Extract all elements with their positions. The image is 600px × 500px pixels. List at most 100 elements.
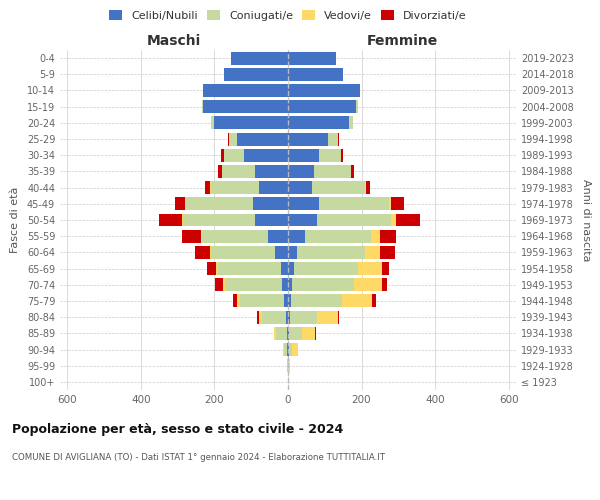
Bar (288, 84, 360, 97)
Bar (288, 149, 319, 162)
Bar (288, 198, 319, 210)
Bar (276, 327, 287, 340)
Bar (262, 310, 286, 324)
Legend: Celibi/Nubili, Coniugati/e, Vedovi/e, Divorziati/e: Celibi/Nubili, Coniugati/e, Vedovi/e, Di… (107, 8, 469, 23)
Bar (317, 310, 338, 324)
Bar (288, 246, 297, 259)
Bar (209, 246, 211, 259)
Bar (315, 327, 316, 340)
Bar (286, 310, 288, 324)
Bar (338, 132, 339, 145)
Bar (391, 214, 397, 226)
Bar (259, 310, 262, 324)
Bar (291, 294, 343, 308)
Bar (289, 359, 290, 372)
Bar (360, 84, 361, 97)
Bar (211, 181, 259, 194)
Bar (391, 198, 404, 210)
Bar (240, 294, 284, 308)
Bar (226, 278, 283, 291)
Bar (356, 100, 358, 113)
Bar (182, 214, 183, 226)
Bar (365, 246, 380, 259)
Bar (328, 132, 338, 145)
Bar (288, 132, 328, 145)
Bar (351, 165, 354, 178)
Bar (218, 165, 222, 178)
Bar (275, 246, 288, 259)
Bar (283, 343, 284, 356)
Bar (231, 52, 288, 64)
Bar (259, 181, 288, 194)
Bar (319, 198, 389, 210)
Bar (236, 132, 288, 145)
Bar (288, 214, 317, 226)
Bar (205, 181, 211, 194)
Bar (223, 278, 226, 291)
Bar (221, 149, 224, 162)
Bar (183, 214, 255, 226)
Bar (288, 327, 289, 340)
Bar (358, 262, 382, 275)
Bar (288, 52, 336, 64)
Bar (227, 132, 229, 145)
Bar (338, 310, 340, 324)
Bar (158, 214, 182, 226)
Bar (354, 278, 382, 291)
Bar (389, 198, 391, 210)
Bar (319, 149, 341, 162)
Bar (211, 246, 275, 259)
Bar (289, 327, 302, 340)
Bar (288, 116, 349, 130)
Bar (274, 327, 276, 340)
Bar (195, 246, 209, 259)
Bar (253, 198, 288, 210)
Bar (182, 230, 201, 242)
Bar (293, 262, 358, 275)
Bar (214, 116, 288, 130)
Bar (314, 165, 350, 178)
Bar (372, 294, 376, 308)
Bar (288, 230, 305, 242)
Bar (216, 262, 218, 275)
Bar (236, 294, 240, 308)
Bar (229, 132, 236, 145)
Bar (341, 149, 343, 162)
Bar (397, 214, 421, 226)
Text: Popolazione per età, sesso e stato civile - 2024: Popolazione per età, sesso e stato civil… (12, 422, 343, 436)
Bar (218, 262, 281, 275)
Bar (288, 165, 314, 178)
Y-axis label: Anni di nascita: Anni di nascita (581, 179, 590, 261)
Bar (287, 343, 288, 356)
Bar (380, 246, 395, 259)
Bar (281, 262, 288, 275)
Bar (185, 198, 253, 210)
Bar (292, 278, 354, 291)
Text: Maschi: Maschi (147, 34, 201, 48)
Bar (211, 116, 214, 130)
Bar (302, 327, 315, 340)
Bar (233, 294, 236, 308)
Bar (312, 181, 365, 194)
Bar (288, 100, 356, 113)
Y-axis label: Fasce di età: Fasce di età (10, 187, 20, 253)
Bar (202, 230, 268, 242)
Bar (288, 343, 289, 356)
Bar (224, 149, 244, 162)
Bar (290, 310, 317, 324)
Bar (255, 165, 288, 178)
Bar (380, 230, 397, 242)
Bar (257, 310, 259, 324)
Bar (288, 294, 291, 308)
Bar (222, 165, 255, 178)
Bar (382, 278, 387, 291)
Bar (343, 294, 372, 308)
Bar (317, 214, 391, 226)
Bar (201, 230, 202, 242)
Bar (215, 278, 223, 291)
Bar (203, 84, 288, 97)
Bar (289, 343, 292, 356)
Bar (284, 343, 287, 356)
Bar (283, 278, 288, 291)
Bar (305, 230, 371, 242)
